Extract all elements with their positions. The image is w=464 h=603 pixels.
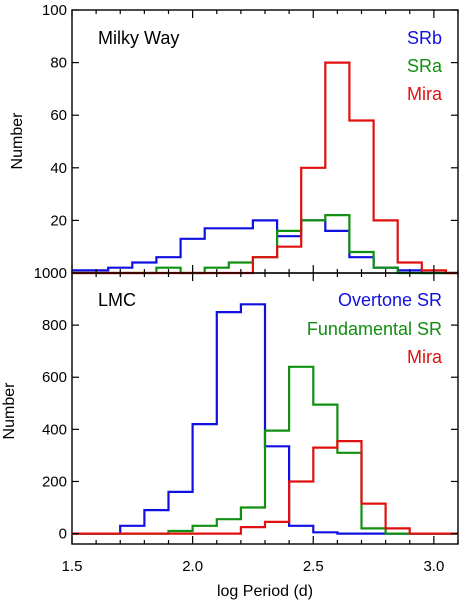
ylabel-milky-way: Number <box>9 112 26 170</box>
legend-lmc-overtone-sr: Overtone SR <box>338 290 442 310</box>
panel-lmc: 0 200 400 600 800 1000 LMC Overtone SR Fundame… <box>1 265 459 545</box>
y-tick-label: 60 <box>50 107 67 124</box>
legend-lmc-fundamental-sr: Fundamental SR <box>307 319 442 339</box>
series-milky-way-srb <box>72 219 458 275</box>
y-tick-label: 20 <box>50 212 67 229</box>
x-tick-label: 3.0 <box>423 558 444 575</box>
panel-milky-way: 20 40 60 80 100 Milky Way SRb SRa Mira Number <box>9 2 459 275</box>
y-tick-label: 100 <box>42 2 67 19</box>
legend-lmc-mira: Mira <box>407 347 443 367</box>
panel-title-milky-way: Milky Way <box>98 28 179 48</box>
frame-milky-way <box>71 9 459 274</box>
panel-title-lmc: LMC <box>98 290 136 310</box>
y-tick-label: 1000 <box>34 265 67 282</box>
legend-milky-way-srb: SRb <box>407 28 442 48</box>
x-tick-label: 2.5 <box>303 558 324 575</box>
series-milky-way-sra <box>72 214 458 275</box>
series-milky-way-mira <box>72 61 458 275</box>
ylabel-lmc: Number <box>1 382 18 440</box>
x-tick-label: 2.0 <box>182 558 203 575</box>
legend-milky-way-sra: SRa <box>407 56 443 76</box>
y-tick-label: 0 <box>59 526 67 543</box>
y-tick-label: 200 <box>42 473 67 490</box>
series-lmc-overtone-sr <box>72 303 458 535</box>
legend-milky-way-mira: Mira <box>407 84 443 104</box>
x-tick-label: 1.5 <box>62 558 83 575</box>
y-tick-label: 400 <box>42 421 67 438</box>
y-tick-label: 40 <box>50 160 67 177</box>
x-tick-labels: 1.5 2.0 2.5 3.0 <box>62 558 445 575</box>
series-lmc-mira <box>72 440 458 535</box>
y-tick-label: 600 <box>42 369 67 386</box>
y-tick-label: 80 <box>50 55 67 72</box>
y-tick-label: 800 <box>42 317 67 334</box>
x-axis-label: log Period (d) <box>217 583 313 600</box>
